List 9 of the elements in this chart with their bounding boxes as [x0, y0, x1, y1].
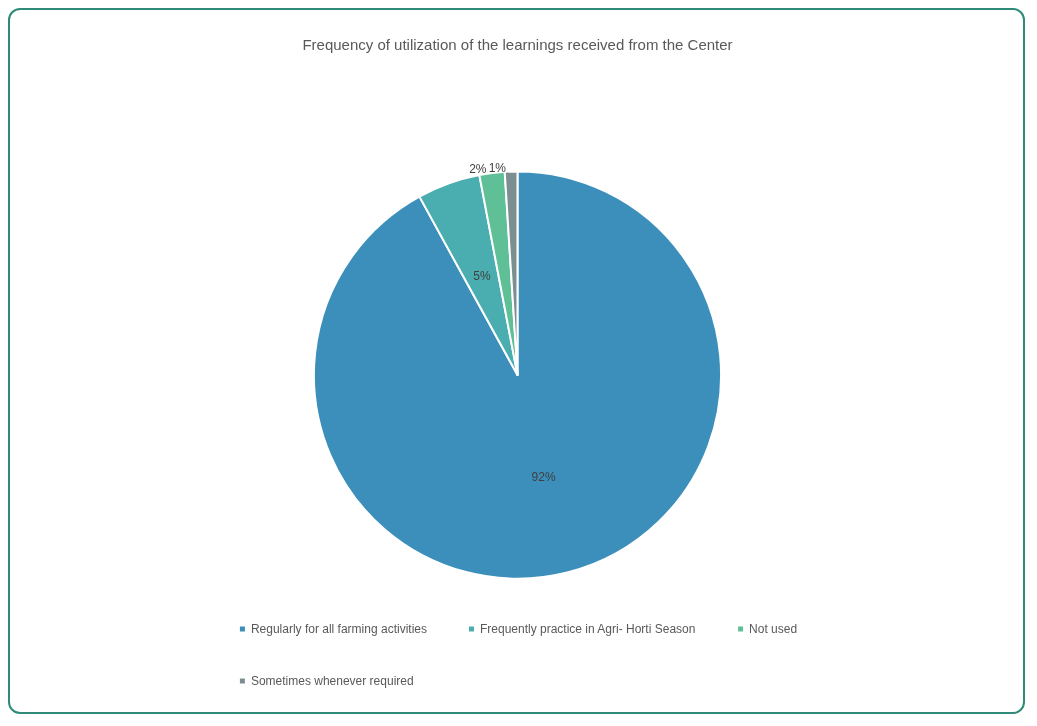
- legend-label: Sometimes whenever required: [250, 674, 414, 688]
- legend-label: Not used: [749, 622, 798, 636]
- data-label: 5%: [473, 269, 492, 284]
- data-label: 2%: [469, 162, 487, 177]
- data-label: 1%: [488, 160, 507, 175]
- chart-title: Frequency of utilization of the learnings received from the Center: [302, 35, 733, 53]
- legend-label: Frequently practice in Agri- Horti Season: [479, 622, 696, 636]
- legend-label: Regularly for all farming activities: [250, 622, 427, 636]
- data-label: 92%: [531, 469, 556, 484]
